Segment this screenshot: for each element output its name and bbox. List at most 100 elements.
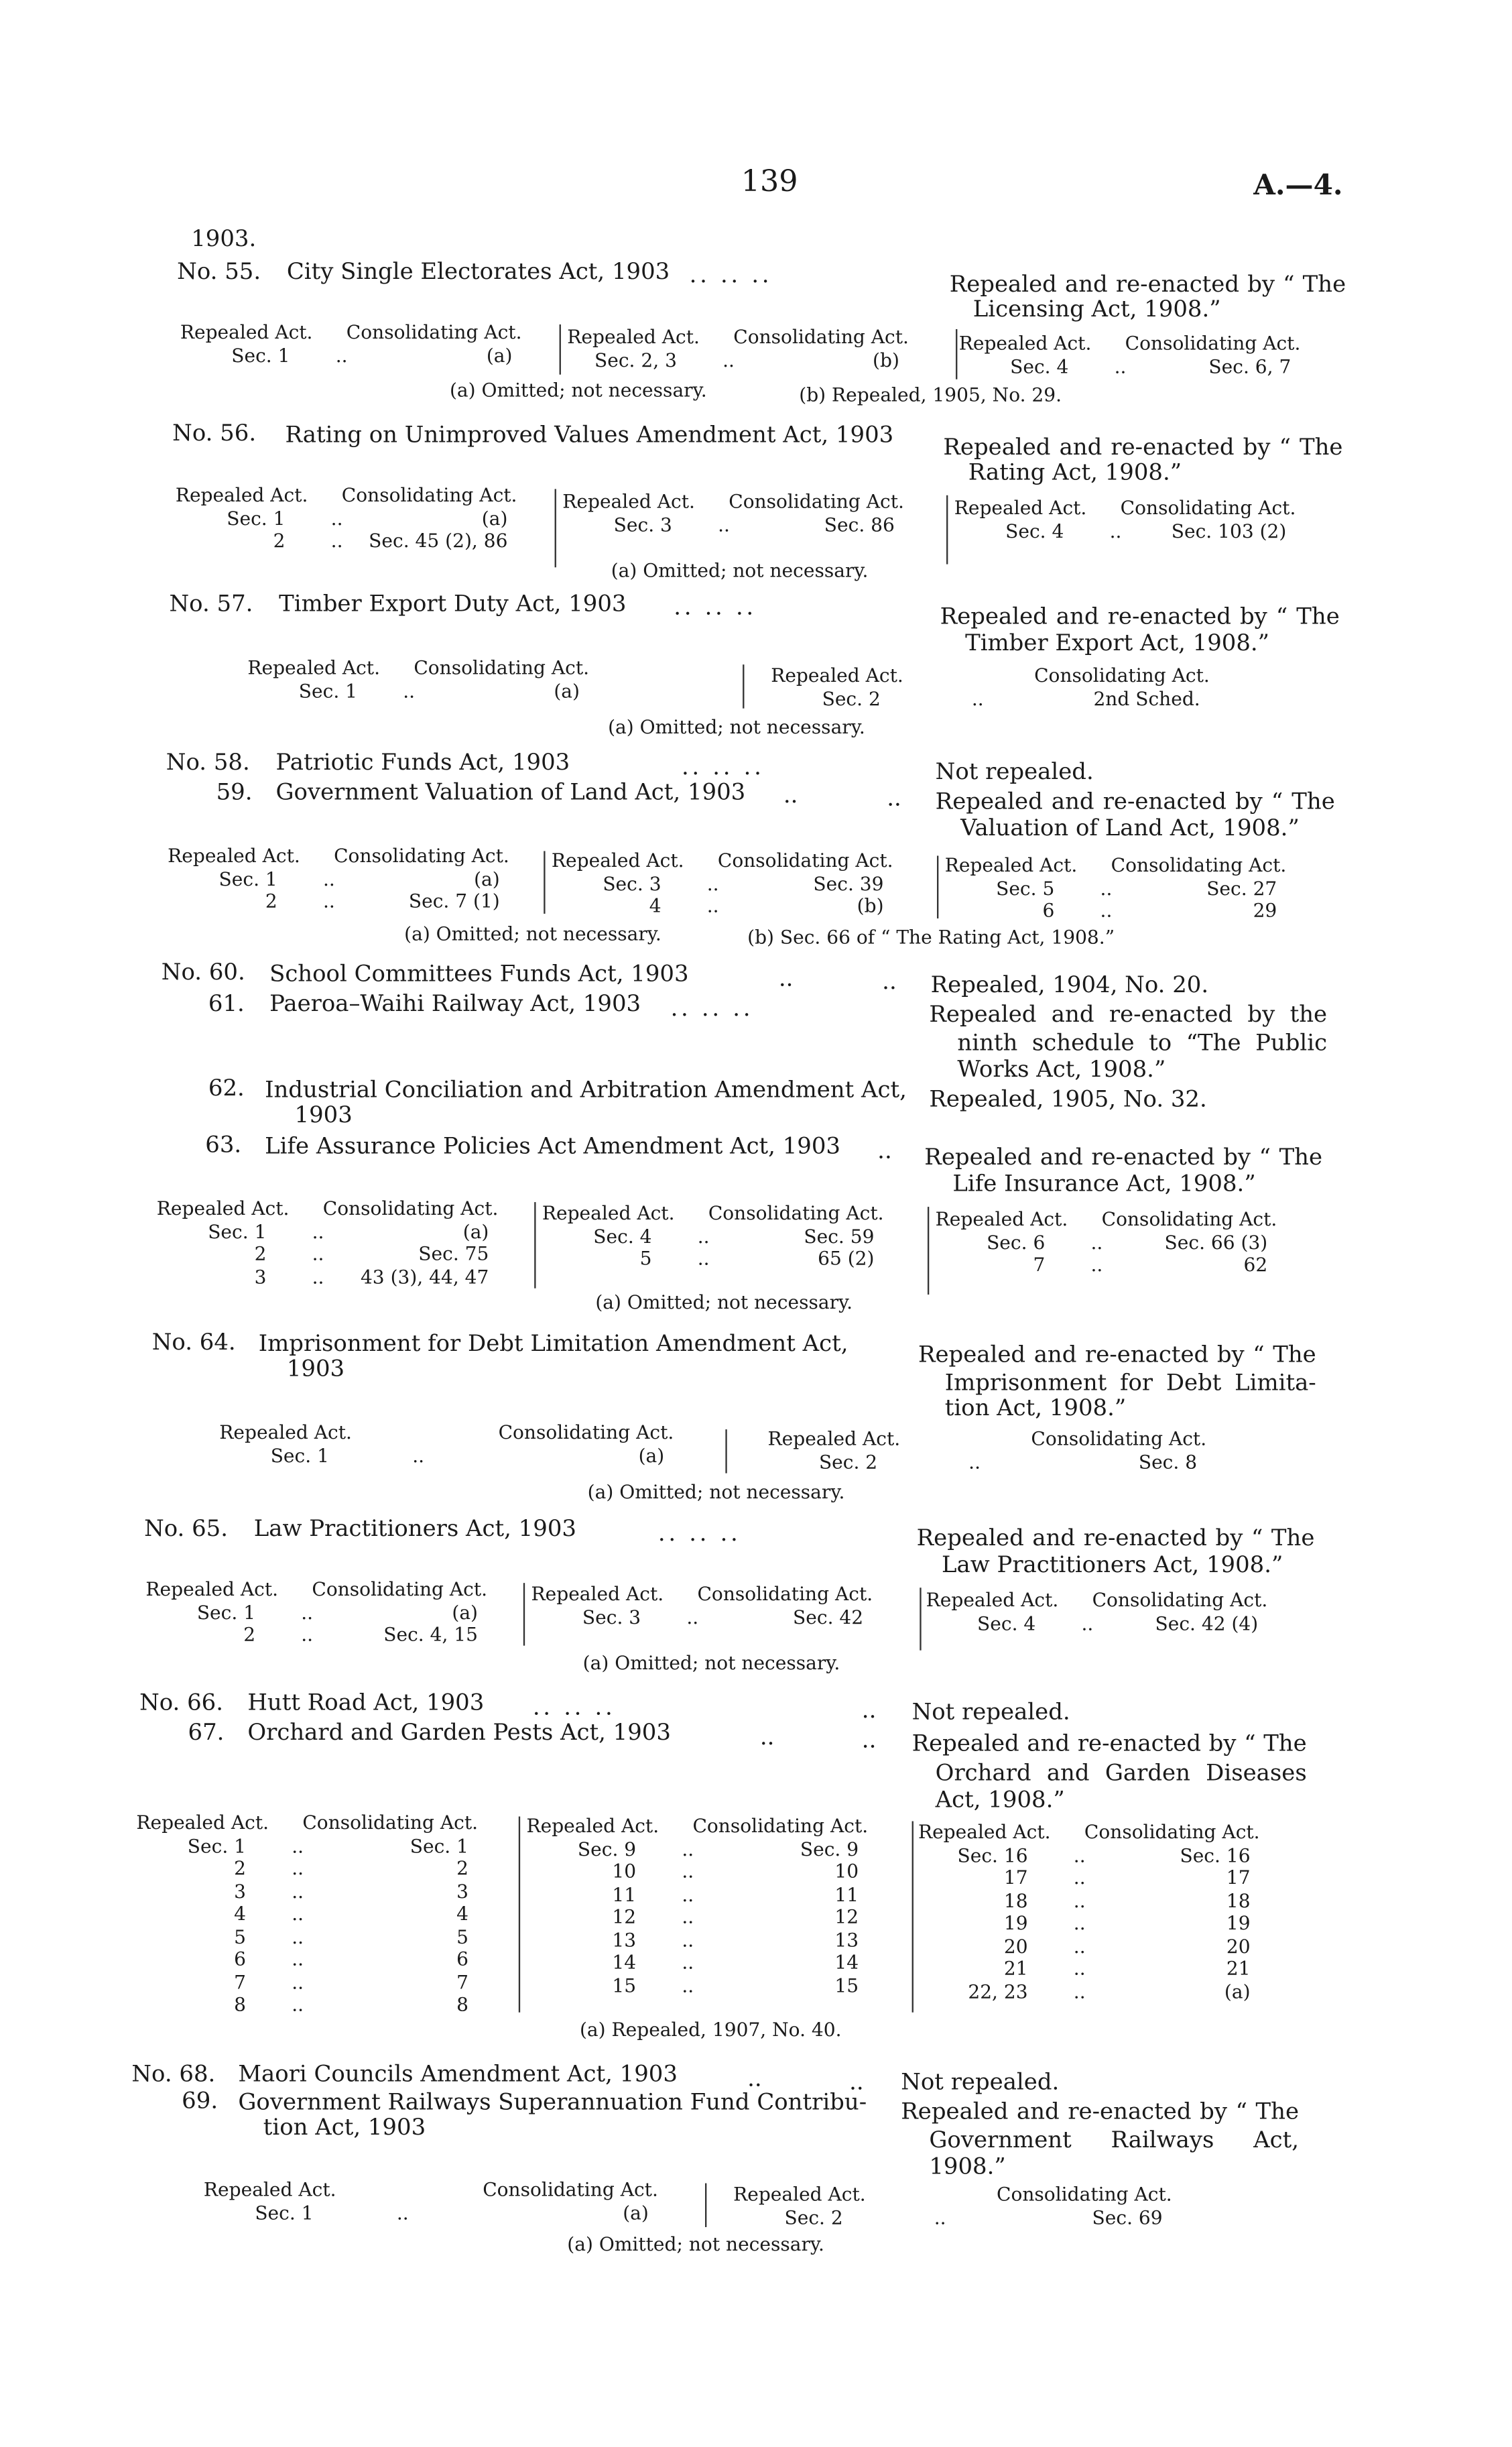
repealed-act-header: Repealed Act. — [203, 2178, 336, 2201]
consolidating-section: 62 — [1243, 1254, 1268, 1276]
column-divider — [534, 1202, 536, 1289]
leader-dots: .. — [968, 1450, 981, 1473]
consolidating-act-header: Consolidating Act. — [322, 1197, 499, 1219]
entry-status: Rating Act, 1908.” — [968, 461, 1182, 486]
table-group: Repealed Act. Consolidating Act. Sec. 1.. (… — [157, 1197, 501, 1289]
repealed-act-header: Repealed Act. — [531, 1583, 664, 1605]
consolidating-act-header: Consolidating Act. — [1084, 1821, 1260, 1844]
consolidating-act-header: Consolidating Act. — [483, 2178, 658, 2201]
entry-number: No. 56. — [172, 421, 257, 447]
repealed-act-header: Repealed Act. — [733, 2183, 866, 2206]
entry-status: Not repealed. — [935, 760, 1094, 786]
consolidating-section: Sec. 42 — [793, 1606, 864, 1628]
table-group: Repealed Act. Consolidating Act. Sec. 3.. S… — [562, 491, 907, 536]
repealed-section: Sec. 2 — [818, 1450, 878, 1473]
leader-dots: .. — [849, 2070, 864, 2096]
entry-number: No. 55. — [177, 260, 261, 286]
entry-number: 67. — [188, 1720, 225, 1746]
repealed-section: Sec. 4 — [593, 1224, 652, 1247]
leader-dots: .. — [1081, 1612, 1094, 1634]
entry-title: City Single Electorates Act, 1903 — [286, 260, 670, 286]
entry-status: Orchard and Garden Diseases — [935, 1761, 1307, 1787]
repealed-act-header: Repealed Act. — [168, 845, 300, 867]
entry-status: Repealed and re-enacted by the — [929, 1003, 1328, 1028]
leader-dots: .. — [706, 894, 719, 917]
entry-title: Law Practitioners Act, 1903 — [253, 1516, 576, 1543]
repealed-section: Sec. 6 — [987, 1231, 1046, 1254]
leader-dots: .. — [1073, 1844, 1086, 1866]
consolidating-section: 17 — [1226, 1866, 1251, 1889]
leader-dots: .. — [312, 1242, 324, 1265]
consolidating-section: (a) — [474, 867, 500, 890]
footnote: (a) Omitted; not necessary. — [587, 1481, 845, 1503]
consolidating-section: 19 — [1226, 1912, 1251, 1934]
consolidating-section: Sec. 4, 15 — [383, 1623, 479, 1646]
consolidating-section: 43 (3), 44, 47 — [360, 1265, 489, 1288]
consolidating-act-header: Consolidating Act. — [1034, 664, 1210, 687]
repealed-section: 20 — [1003, 1935, 1028, 1957]
repealed-section: 15 — [612, 1974, 637, 1996]
leader-dots: .. — [783, 783, 798, 809]
entry-title: Hutt Road Act, 1903 — [247, 1691, 485, 1716]
entry-status: Timber Export Act, 1908.” — [965, 632, 1270, 657]
leader-dots: .. — [682, 1974, 694, 1996]
entry-title: 1903 — [294, 1103, 353, 1129]
entry-status: Repealed and re-enacted by “ The — [949, 272, 1346, 298]
table-group: Repealed Act. Consolidating Act. Sec. 1.. (… — [145, 1578, 490, 1647]
repealed-section: Sec. 16 — [957, 1844, 1028, 1866]
entry-status: Government Railways Act, — [929, 2128, 1300, 2154]
consolidating-section: 7 — [456, 1970, 469, 1993]
leader-dots: .. — [682, 1860, 694, 1883]
repealed-section: Sec. 4 — [977, 1612, 1036, 1634]
footnote: (b) Repealed, 1905, No. 29. — [799, 383, 1062, 406]
entry-status: Not repealed. — [901, 2070, 1060, 2096]
consolidating-section: (b) — [873, 349, 899, 371]
entry-number: 61. — [208, 992, 245, 1018]
leader-dots: .. — [412, 1444, 425, 1467]
consolidating-act-header: Consolidating Act. — [341, 484, 517, 507]
entry-status: Repealed and re-enacted by “ The — [943, 435, 1343, 461]
leader-dots: .. — [682, 1883, 694, 1905]
repealed-act-header: Repealed Act. — [767, 1427, 901, 1450]
entry-status: Repealed, 1905, No. 32. — [929, 1087, 1207, 1113]
table-group: Repealed Act. Consolidating Act. Sec. 2.. S… — [733, 2184, 1175, 2229]
leader-dots: .. — [697, 1247, 710, 1270]
consolidating-act-header: Consolidating Act. — [346, 321, 522, 343]
column-divider — [946, 495, 948, 564]
footnote: (a) Omitted; not necessary. — [582, 1652, 840, 1674]
leader-dots: .. — [1073, 1866, 1086, 1889]
column-divider — [956, 329, 958, 379]
leader-dots: .. — [1073, 1980, 1086, 2003]
repealed-act-header: Repealed Act. — [935, 1208, 1068, 1231]
entry-status: Repealed and re-enacted by “ The — [911, 1732, 1307, 1757]
repealed-section: 12 — [612, 1905, 637, 1928]
repealed-section: 18 — [1003, 1889, 1028, 1911]
entry-status: 1908.” — [929, 2155, 1006, 2180]
repealed-section: 2 — [254, 1242, 267, 1265]
column-divider — [518, 1816, 521, 2013]
repealed-section: 3 — [254, 1265, 267, 1288]
repealed-section: Sec. 1 — [218, 867, 277, 890]
consolidating-section: 3 — [456, 1880, 469, 1902]
repealed-section: 4 — [649, 894, 662, 917]
consolidating-section: 11 — [834, 1883, 859, 1905]
repealed-section: 21 — [1003, 1957, 1028, 1980]
repealed-section: Sec. 1 — [231, 344, 290, 366]
repealed-section: Sec. 2, 3 — [594, 349, 677, 371]
leader-dots: .. — [718, 513, 730, 536]
leader-dots: .. — [301, 1623, 314, 1646]
table-group: Repealed Act. Consolidating Act. Sec. 1.. (… — [247, 657, 592, 703]
table-group: Repealed Act. Consolidating Act. Sec. 2, 3… — [567, 326, 911, 371]
year-heading: 1903. — [191, 227, 257, 253]
repealed-section: 2 — [273, 530, 286, 552]
consolidating-section: Sec. 8 — [1138, 1450, 1198, 1473]
consolidating-section: 2 — [456, 1857, 469, 1880]
footnote: (a) Omitted; not necessary. — [449, 379, 707, 402]
column-divider — [911, 1821, 914, 2013]
table-group: Repealed Act. Consolidating Act. Sec. 4.. S… — [926, 1590, 1271, 1635]
consolidating-section: 21 — [1226, 1957, 1251, 1980]
repealed-act-header: Repealed Act. — [180, 321, 313, 343]
repealed-section: 7 — [234, 1970, 247, 1993]
repealed-section: 5 — [234, 1925, 247, 1948]
entry-title: Life Assurance Policies Act Amendment Ac… — [265, 1134, 841, 1160]
